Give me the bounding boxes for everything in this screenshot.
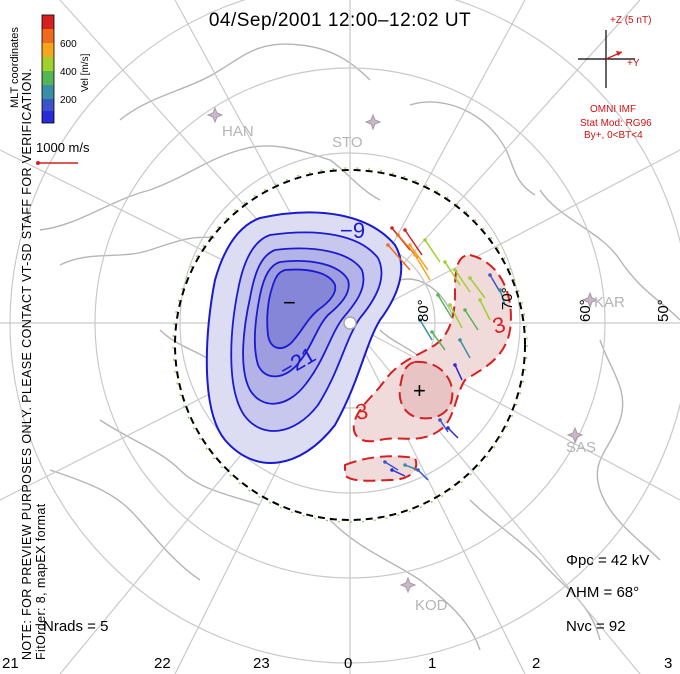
scale-vector	[36, 161, 78, 165]
mlt-label-1: 1	[428, 655, 437, 672]
lat-label-80: 80°	[415, 299, 432, 322]
colorbar-unit: Vel [m/s]	[80, 53, 91, 92]
lat-label-70: 70°	[499, 287, 516, 310]
station-label-sas: SAS	[566, 439, 596, 456]
stat-n-vc: Nvc = 92	[566, 618, 626, 635]
heppner-maynard-boundary	[174, 169, 526, 521]
stat-phi-pc: Φpc = 42 kV	[566, 552, 650, 569]
lat-label-50: 50°	[655, 299, 672, 322]
hmb-green-trace	[172, 167, 528, 523]
page-title: 04/Sep/2001 12:00–12:02 UT	[208, 10, 472, 31]
station-label-han: HAN	[222, 123, 254, 140]
pole-marker	[343, 316, 357, 330]
imf-dial	[578, 30, 635, 88]
stat-n-rads: Nrads = 5	[43, 618, 109, 635]
mlt-label-22: 22	[154, 655, 171, 672]
colorbar-tick-400: 400	[60, 67, 77, 78]
station-label-sto: STO	[332, 134, 363, 151]
velocity-vectors	[383, 226, 506, 481]
station-markers	[206, 106, 599, 594]
contour-label-neg9: −9	[340, 218, 365, 243]
potential-max-mark: +	[413, 378, 426, 403]
velocity-colorbar	[41, 14, 55, 124]
note-line-1: NOTE: FOR PREVIEW PURPOSES ONLY. PLEASE …	[20, 68, 34, 660]
potential-min-mark: −	[283, 290, 296, 315]
coastlines	[39, 43, 680, 651]
positive-potential-cell	[344, 253, 512, 482]
mlt-label-0: 0	[344, 655, 353, 672]
colorbar-tick-600: 600	[60, 39, 77, 50]
coordinates-label: MLT coordinates	[9, 27, 21, 108]
mlt-label-21: 21	[2, 655, 19, 672]
imf-source: OMNI IMF	[590, 104, 636, 115]
verification-note: NOTE: FOR PREVIEW PURPOSES ONLY. PLEASE …	[20, 68, 48, 660]
negative-potential-cell	[205, 211, 403, 464]
imf-model: Stat Mod: RG96	[580, 118, 652, 129]
contour-label-pos3b: 3	[354, 398, 370, 425]
imf-z-label: +Z (5 nT)	[610, 15, 651, 26]
imf-condition: By+, 0<BT<4	[584, 130, 643, 141]
station-label-kar: KAR	[594, 294, 625, 311]
imf-y-label: +Y	[627, 58, 640, 69]
note-line-2: FitOrder: 8, mapEX format	[34, 503, 48, 660]
station-label-kod: KOD	[415, 597, 448, 614]
mlt-label-2: 2	[532, 655, 541, 672]
mlt-label-23: 23	[253, 655, 270, 672]
mlt-label-3: 3	[664, 655, 673, 672]
scale-label: 1000 m/s	[36, 140, 90, 155]
colorbar-tick-200: 200	[60, 95, 77, 106]
stat-lambda-hm: ΛHM = 68°	[566, 584, 640, 601]
lat-label-60: 60°	[577, 299, 594, 322]
